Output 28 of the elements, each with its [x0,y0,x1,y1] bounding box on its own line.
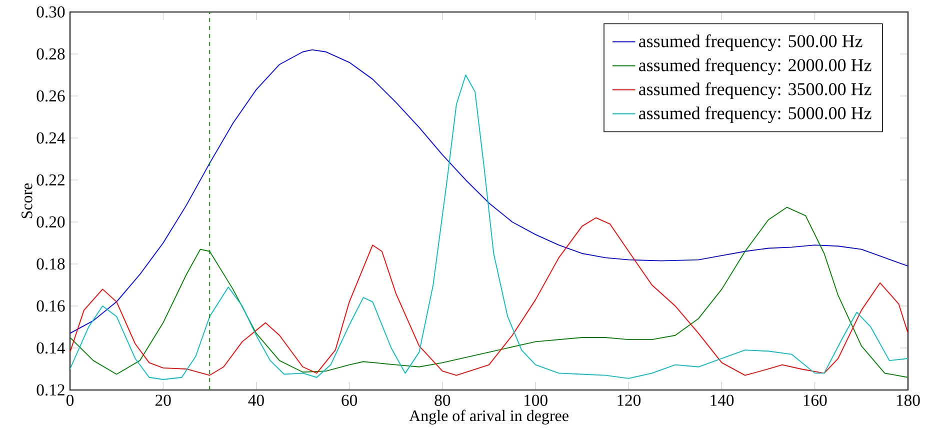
y-axis-title: Score [22,183,32,218]
y-tick-label: 0.22 [36,174,64,186]
legend-label: assumed frequency: 500.00 Hz [638,34,862,51]
y-tick-label: 0.16 [36,300,65,312]
y-tick-label: 0.12 [36,384,64,396]
x-tick-label: 0 [66,394,74,406]
y-tick-label: 0.28 [36,48,65,60]
x-tick-label: 20 [156,394,171,406]
x-tick-label: 140 [710,394,734,406]
x-tick-label: 120 [618,394,641,406]
legend-label: assumed frequency: 2000.00 Hz [638,58,872,75]
y-tick-label: 0.20 [36,216,65,228]
x-tick-label: 180 [896,394,920,406]
y-tick-label: 0.24 [36,132,66,144]
y-tick-label: 0.14 [36,342,66,354]
x-tick-label: 40 [248,394,264,406]
x-tick-label: 60 [342,394,358,406]
legend-label: assumed frequency: 3500.00 Hz [638,82,872,99]
line-series [70,74,908,380]
y-tick-label: 0.18 [36,258,65,270]
line-series [70,49,908,334]
y-tick-label: 0.30 [36,6,65,18]
x-tick-label: 100 [524,394,548,406]
legend-label: assumed frequency: 5000.00 Hz [638,106,872,123]
x-axis-title: Angle of arival in degree [409,410,568,424]
x-tick-label: 80 [434,394,450,406]
x-tick-label: 160 [804,394,827,406]
y-tick-label: 0.26 [36,90,65,102]
